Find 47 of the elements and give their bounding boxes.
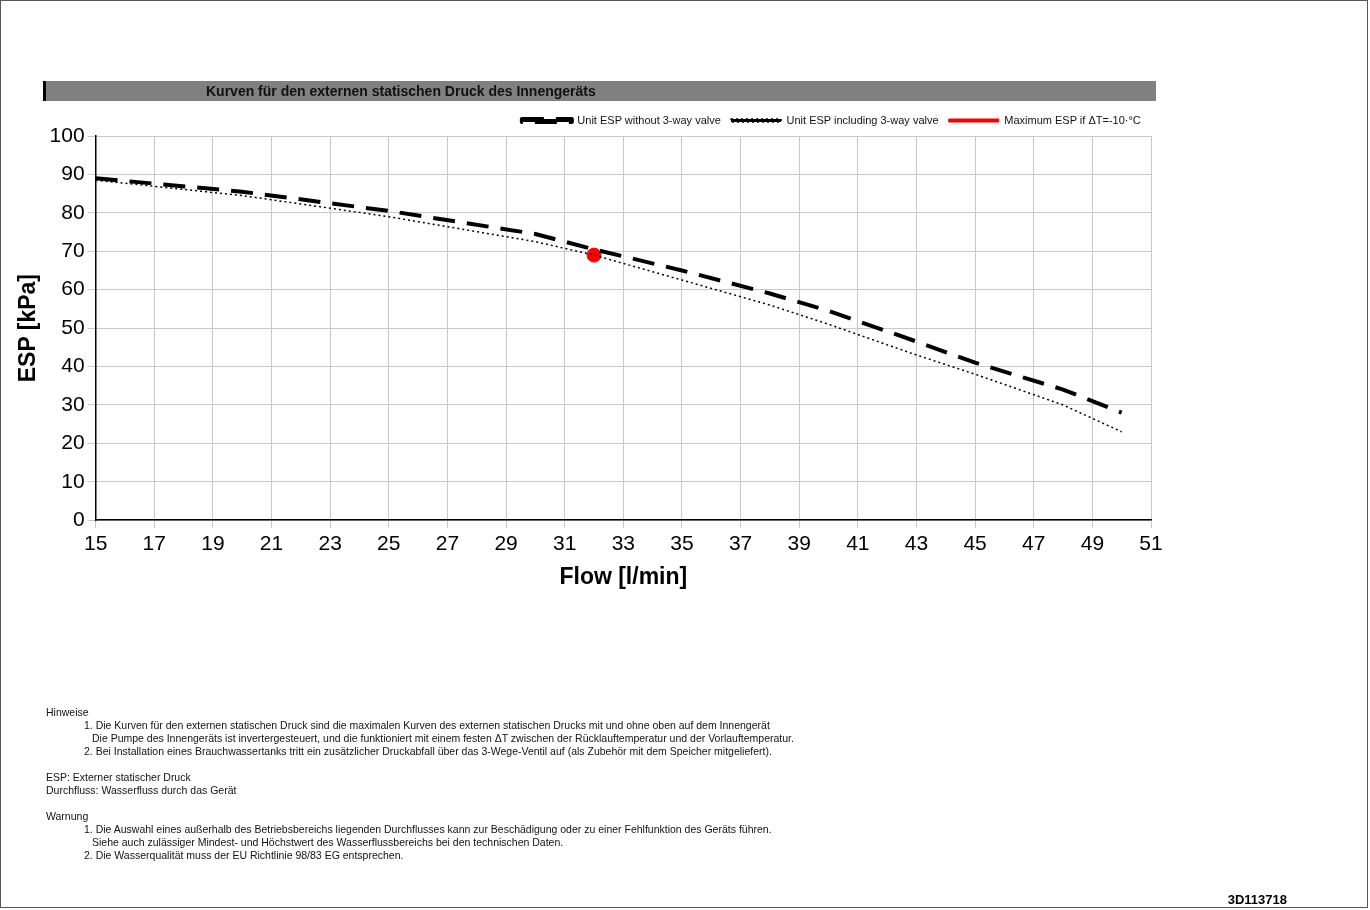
x-tick-label: 41 [846,530,870,554]
legend-label: Unit ESP including 3-way valve [786,113,939,126]
x-tick-label: 51 [1139,530,1163,554]
x-tick-label: 17 [142,530,166,554]
text: Siehe auch zulässiger Mindest- und Höchstwert des Wasserflussbereichs bei den technischen Daten. [91,836,565,849]
legend-label: Unit ESP without 3-way valve [577,113,721,126]
x-tick-label: 35 [670,530,694,554]
legend-label: Maximum ESP if ΔT=-10·°C [1004,113,1141,126]
y-tick-label: 40 [61,353,85,377]
x-tick-label: 47 [1022,530,1046,554]
x-tick-label: 21 [259,530,284,554]
x-tick-label: 49 [1080,530,1105,554]
text: Die Pumpe des Innengeräts ist invertergesteuert, und die funktioniert mit einem festen ΔT zwischen der Rücklauftemperatur und der Vorlauftemperatur. [91,732,794,745]
y-tick-label: 80 [61,199,85,223]
y-tick-label: 90 [61,161,85,185]
y-tick-label: 100 [49,122,85,146]
x-tick-label: 19 [201,530,225,554]
text: Hinweise [46,706,90,719]
text: 2. Bei Installation eines Brauchwassertanks tritt ein zusätzlicher Druckabfall über das 3-Wege-Ventil auf (als Zubehör mit dem Speicher mitgeliefert). [83,745,773,758]
y-tick-label: 30 [61,391,85,415]
x-tick-label: 15 [83,530,108,554]
x-tick-label: 29 [494,530,518,554]
x-tick-label: 25 [377,530,401,554]
y-tick-label: 0 [72,507,85,530]
text: ESP: Externer statischer Druck [46,771,192,784]
x-tick-label: 37 [728,530,753,554]
x-tick-label: 31 [553,530,577,554]
x-tick-label: 27 [435,530,460,554]
text: 1. Die Kurven für den externen statischen Druck sind die maximalen Kurven des externen statischen Drucks mit und ohne oben auf dem Innengerät [83,719,771,732]
text: Durchfluss: Wasserfluss durch das Gerät [46,784,238,797]
text: 1. Die Auswahl eines außerhalb des Betriebsbereichs liegenden Durchflusses kann zur Beschädigung oder zu einer Fehlfunktion des Geräts führen. [83,823,773,836]
x-axis-title: Flow [l/min] [559,562,688,589]
chart-title: Kurven für den externen statischen Druck des Innengeräts [43,81,1156,101]
y-axis-title: ESP [kPa] [14,273,41,383]
text: 3D113718 [1227,892,1287,907]
y-tick-label: 70 [61,238,85,262]
y-tick-label: 20 [61,430,85,454]
x-tick-label: 39 [787,530,811,554]
y-tick-label: 60 [61,276,85,300]
text: Warnung [46,810,90,823]
x-tick-label: 45 [963,530,987,554]
y-tick-label: 10 [61,468,85,492]
x-tick-label: 43 [904,530,929,554]
y-tick-label: 50 [61,314,85,338]
x-tick-label: 23 [318,530,342,554]
text: 2. Die Wasserqualität muss der EU Richtlinie 98/83 EG entsprechen. [83,849,405,862]
x-tick-label: 33 [611,530,635,554]
